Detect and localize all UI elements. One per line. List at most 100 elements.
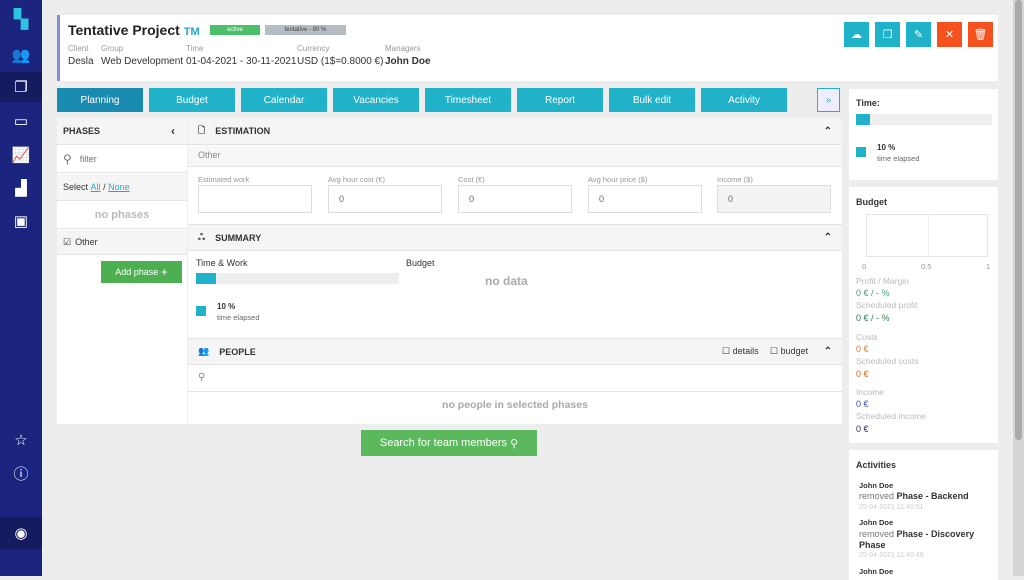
estimated-work-input[interactable]: [198, 185, 312, 213]
time-progress-fill: [196, 273, 217, 284]
costs-label: Costs: [856, 332, 878, 342]
chevron-up-icon[interactable]: ⌃: [823, 346, 832, 357]
phase-label: Other: [75, 237, 98, 247]
close-button[interactable]: ✕: [937, 22, 962, 47]
budget-label: budget: [780, 346, 809, 356]
no-phases-text: no phases: [57, 202, 187, 229]
tick-label: 1: [986, 262, 991, 271]
tick-label: 0: [862, 262, 867, 271]
client-value: Desla: [68, 56, 94, 67]
estimation-header[interactable]: 🗋 ESTIMATION ⌃: [188, 118, 842, 145]
select-label: Select: [63, 182, 89, 192]
star-icon[interactable]: ☆: [14, 432, 28, 449]
tab-vacancies[interactable]: Vacancies: [333, 88, 419, 112]
documents-icon[interactable]: ❐: [0, 72, 42, 102]
cost-input[interactable]: 0: [458, 185, 572, 213]
contact-card-icon[interactable]: ▣: [13, 213, 29, 230]
people-icon: 👥: [198, 346, 210, 356]
cloud-download-icon: ☁: [851, 29, 862, 41]
trash-icon: 🗑: [973, 29, 988, 41]
checkbox-icon: ☐: [770, 346, 779, 356]
chevron-up-icon[interactable]: ⌃: [823, 125, 832, 137]
budget-chart: [866, 214, 988, 257]
filter-input[interactable]: [79, 154, 160, 164]
tab-activity[interactable]: Activity: [701, 88, 787, 112]
avg-hour-price-input[interactable]: 0: [588, 185, 702, 213]
people-search[interactable]: ⚲: [188, 366, 842, 392]
activity-object: Phase - Backend: [896, 491, 969, 501]
more-tabs-button[interactable]: »: [817, 88, 840, 112]
download-button[interactable]: ☁: [844, 22, 869, 47]
logo-icon[interactable]: ▚: [14, 8, 28, 29]
tab-timesheet[interactable]: Timesheet: [425, 88, 511, 112]
scheduled-profit-value: 0 € / - %: [856, 313, 890, 323]
details-checkbox[interactable]: ☐ details: [722, 346, 759, 357]
tab-budget[interactable]: Budget: [149, 88, 235, 112]
phase-filter[interactable]: ⚲: [57, 146, 187, 173]
document-icon: 🗋: [198, 125, 206, 135]
select-none-link[interactable]: None: [108, 182, 130, 192]
activities-panel: Activities John Doe removed Phase - Back…: [849, 450, 998, 580]
costs-value: 0 €: [856, 344, 869, 354]
main-panel: 🗋 ESTIMATION ⌃ Other Estimated work Avg ho…: [188, 118, 842, 424]
tab-bulk-edit[interactable]: Bulk edit: [609, 88, 695, 112]
no-people-text: no people in selected phases: [442, 399, 588, 411]
managers-label: Managers: [385, 44, 421, 53]
copy-icon: ❐: [882, 29, 893, 41]
budget-panel: Budget 0 0.5 1 Profit / Margin 0 € / - %…: [849, 187, 998, 443]
time-work-label: Time & Work: [196, 258, 248, 268]
profit-value: 0 € / - %: [856, 288, 890, 298]
avg-hour-cost-input[interactable]: 0: [328, 185, 442, 213]
phase-item-other[interactable]: ☑ Other: [57, 230, 187, 255]
managers-value: John Doe: [385, 56, 431, 67]
scheduled-costs-label: Scheduled costs: [856, 356, 919, 366]
tick-label: 0.5: [921, 262, 932, 271]
phases-title: PHASES: [63, 126, 101, 136]
scheduled-profit-label: Scheduled profit: [856, 300, 918, 310]
search-icon: ⚲: [510, 437, 519, 450]
scrollbar[interactable]: [1013, 0, 1024, 576]
help-icon[interactable]: ⓘ: [13, 465, 29, 483]
people-header[interactable]: 👥 PEOPLE ☐ details ☐ budget ⌃: [188, 338, 842, 365]
summary-header[interactable]: ஃ SUMMARY ⌃: [188, 224, 842, 251]
activities-title: Activities: [856, 460, 897, 470]
collapse-icon[interactable]: ‹: [171, 124, 175, 138]
probability-badge: tentative - 80 %: [265, 25, 346, 35]
time-value: 01-04-2021 - 30-11-2021: [186, 56, 297, 67]
checkbox-checked-icon[interactable]: ☑: [63, 236, 72, 247]
summary-budget-label: Budget: [406, 258, 435, 268]
chart-icon: ஃ: [198, 231, 206, 242]
time-progress-bar: [196, 273, 399, 284]
add-phase-label: Add phase: [115, 267, 159, 277]
tab-report[interactable]: Report: [517, 88, 603, 112]
activity-user: John Doe: [859, 481, 894, 490]
people-icon[interactable]: 👥: [11, 47, 31, 64]
factory-icon[interactable]: ▟: [15, 180, 27, 197]
add-phase-button[interactable]: Add phase +: [101, 261, 182, 283]
tab-planning[interactable]: Planning: [57, 88, 143, 112]
tab-calendar[interactable]: Calendar: [241, 88, 327, 112]
activity-time: 25-04-2021 11:40:51: [859, 504, 924, 511]
delete-button[interactable]: 🗑: [968, 22, 993, 47]
activity-user: John Doe: [859, 518, 894, 527]
client-label: Client: [68, 44, 89, 53]
select-all-link[interactable]: All: [90, 182, 101, 192]
chevron-up-icon[interactable]: ⌃: [823, 232, 832, 243]
scheduled-income-label: Scheduled income: [856, 411, 926, 421]
activity-user: John Doe: [859, 567, 894, 576]
edit-button[interactable]: ✎: [906, 22, 931, 47]
budget-checkbox[interactable]: ☐ budget: [770, 346, 808, 357]
close-icon: ✕: [944, 29, 955, 41]
legend-swatch: [196, 306, 206, 316]
calendar-icon[interactable]: ▭: [13, 113, 29, 130]
sidebar: ▚ 👥 ❐ ▭ 📈 ▟ ▣ ☆ ⓘ ◉: [0, 0, 42, 576]
chart-icon[interactable]: 📈: [11, 147, 31, 164]
search-team-members-button[interactable]: Search for team members ⚲: [361, 430, 537, 456]
summary-title: SUMMARY: [215, 232, 262, 243]
currency-value: USD (1$=0.8000 €): [297, 56, 384, 67]
time-panel: Time: 10 % time elapsed: [849, 89, 998, 180]
user-icon[interactable]: ◉: [0, 517, 42, 549]
copy-button[interactable]: ❐: [875, 22, 900, 47]
estimation-phase-label: Other: [188, 146, 842, 167]
income-label: Income: [856, 387, 884, 397]
